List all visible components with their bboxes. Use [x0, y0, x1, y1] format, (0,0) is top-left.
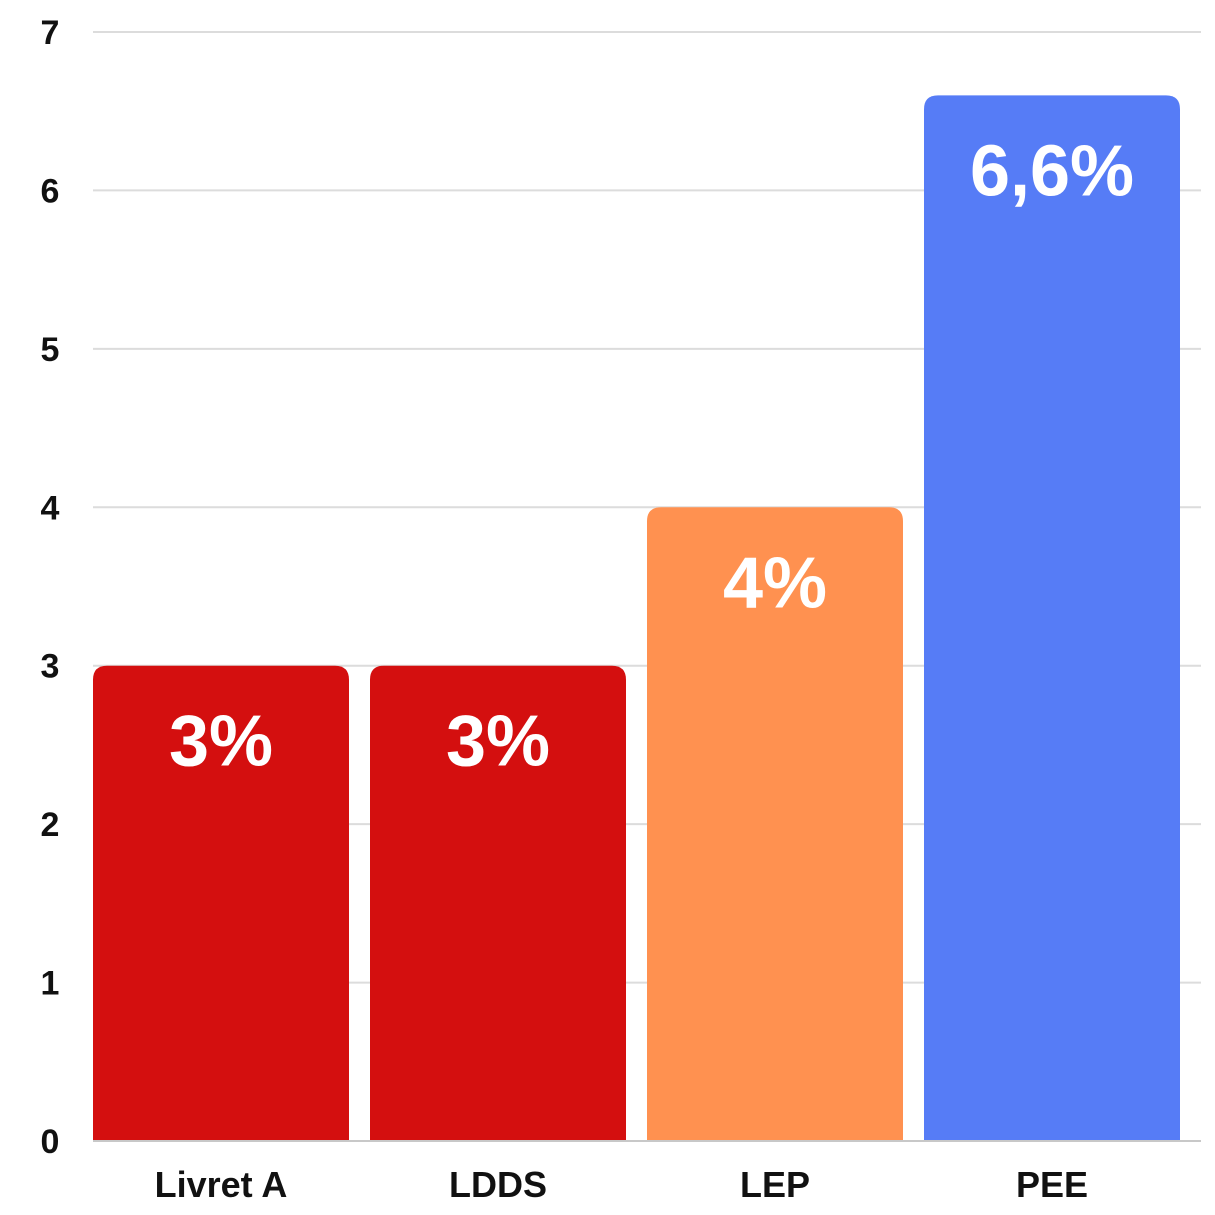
- bars: [93, 95, 1180, 1141]
- bar-ldds: [370, 665, 626, 1141]
- y-tick-label: 7: [41, 14, 60, 52]
- bar-lep: [647, 507, 903, 1141]
- y-tick-label: 1: [41, 965, 60, 1003]
- bar-livret-a: [93, 665, 349, 1141]
- data-label: 4%: [723, 543, 827, 623]
- y-tick-label: 0: [41, 1123, 60, 1161]
- y-axis-ticks: 0 1 2 3 4 5 6 7: [41, 14, 60, 1161]
- x-axis-ticks: Livret A LDDS LEP PEE: [155, 1164, 1088, 1205]
- y-tick-label: 6: [41, 172, 60, 210]
- x-tick-label: LEP: [740, 1164, 810, 1205]
- data-label: 3%: [446, 702, 550, 782]
- bar-pee: [924, 95, 1180, 1141]
- y-tick-label: 5: [41, 331, 60, 369]
- data-label: 3%: [169, 702, 273, 782]
- y-tick-label: 2: [41, 806, 60, 844]
- data-label: 6,6%: [970, 131, 1134, 211]
- y-tick-label: 4: [41, 489, 60, 527]
- data-labels: 3% 3% 4% 6,6%: [169, 131, 1134, 781]
- y-tick-label: 3: [41, 648, 60, 686]
- x-tick-label: LDDS: [449, 1164, 547, 1205]
- x-tick-label: PEE: [1016, 1164, 1088, 1205]
- x-tick-label: Livret A: [155, 1164, 288, 1205]
